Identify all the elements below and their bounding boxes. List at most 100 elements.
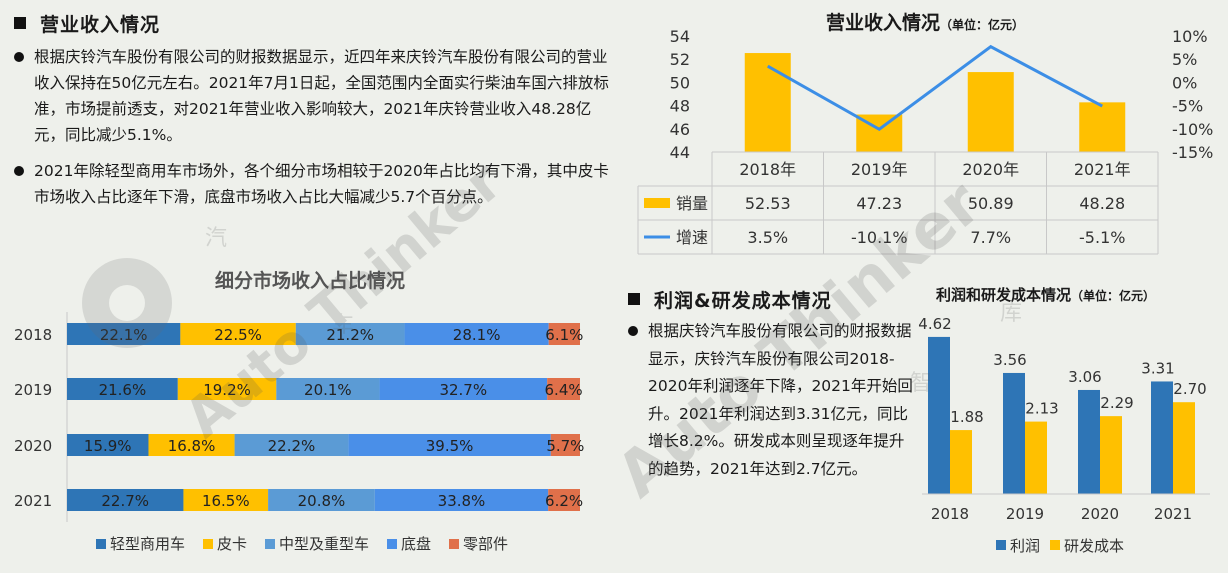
bullet-dot-icon bbox=[628, 326, 638, 336]
revenue-y-tick: 52 bbox=[670, 50, 690, 69]
revenue-y2-tick: -15% bbox=[1172, 143, 1213, 162]
segment-legend-label: 底盘 bbox=[401, 535, 431, 553]
profit-bar bbox=[1173, 402, 1195, 494]
segment-data-label: 6.2% bbox=[545, 492, 583, 510]
revenue-value-cell: 50.89 bbox=[968, 194, 1014, 213]
revenue-chart-title: 营业收入情况（单位：亿元） bbox=[826, 8, 1024, 35]
revenue-value-cell: 52.53 bbox=[745, 194, 791, 213]
segment-bar bbox=[67, 434, 149, 456]
bullet-dot-icon bbox=[14, 166, 24, 176]
segment-legend-swatch bbox=[449, 539, 459, 549]
profit-legend-swatch bbox=[996, 540, 1006, 550]
profit-legend-label: 研发成本 bbox=[1064, 537, 1124, 555]
profit-chart-title-text: 利润和研发成本情况 bbox=[936, 286, 1072, 304]
segment-bar bbox=[148, 434, 235, 456]
segment-legend-label: 零部件 bbox=[463, 535, 508, 553]
segment-bar bbox=[550, 434, 580, 456]
revenue-category-label: 2019年 bbox=[851, 160, 908, 179]
segment-bar bbox=[295, 323, 405, 345]
revenue-growth-cell: -5.1% bbox=[1079, 228, 1125, 247]
revenue-value-cell: 48.28 bbox=[1079, 194, 1125, 213]
segment-data-label: 32.7% bbox=[439, 381, 487, 399]
segment-data-label: 22.7% bbox=[101, 492, 149, 510]
segment-bar bbox=[379, 378, 548, 400]
segment-legend-label: 轻型商用车 bbox=[110, 535, 185, 553]
profit-bar bbox=[1151, 381, 1173, 494]
segment-data-label: 22.5% bbox=[214, 326, 262, 344]
segment-data-label: 19.2% bbox=[203, 381, 251, 399]
segment-bar bbox=[268, 489, 375, 511]
segment-legend-label: 中型及重型车 bbox=[279, 535, 369, 553]
revenue-bar bbox=[1079, 102, 1126, 152]
revenue-y-tick: 54 bbox=[670, 30, 690, 46]
segment-category-label: 2018 bbox=[14, 326, 52, 344]
segment-bar bbox=[67, 323, 181, 345]
segment-legend-swatch bbox=[387, 539, 397, 549]
profit-category-label: 2021 bbox=[1154, 505, 1192, 523]
segment-data-label: 5.7% bbox=[546, 437, 584, 455]
profit-bullet-text: 根据庆铃汽车股份有限公司的财报数据显示，庆铃汽车股份有限公司2018-2020年… bbox=[648, 322, 913, 478]
segment-data-label: 39.5% bbox=[426, 437, 474, 455]
profit-data-label: 2.29 bbox=[1100, 394, 1133, 412]
square-bullet-icon bbox=[628, 293, 640, 305]
revenue-y2-tick: 10% bbox=[1172, 30, 1208, 46]
profit-data-label: 3.56 bbox=[993, 351, 1026, 369]
profit-data-label: 3.31 bbox=[1141, 359, 1174, 377]
segment-data-label: 21.2% bbox=[326, 326, 374, 344]
segment-bar bbox=[177, 378, 277, 400]
section-revenue-text: 根据庆铃汽车股份有限公司的财报数据显示，近四年来庆铃汽车股份有限公司的营业收入保… bbox=[14, 44, 610, 210]
segment-data-label: 28.1% bbox=[453, 326, 501, 344]
segment-category-label: 2020 bbox=[14, 437, 52, 455]
profit-category-label: 2019 bbox=[1006, 505, 1044, 523]
revenue-chart-title-text: 营业收入情况 bbox=[826, 12, 941, 34]
profit-rd-chart: 4.62 1.88 3.56 2.13 3.06 2.29 3.31 2.70 2018 201… bbox=[918, 315, 1210, 555]
revenue-growth-line bbox=[767, 44, 1103, 132]
segment-category-label: 2021 bbox=[14, 492, 52, 510]
segment-bar bbox=[234, 434, 349, 456]
profit-data-label: 2.70 bbox=[1173, 380, 1206, 398]
section-profit-heading-text: 利润&研发成本情况 bbox=[654, 290, 832, 312]
section-revenue-heading-text: 营业收入情况 bbox=[40, 14, 161, 36]
revenue-y2-tick: 0% bbox=[1172, 73, 1197, 92]
revenue-y-tick: 44 bbox=[670, 143, 690, 162]
revenue-growth-cell: 7.7% bbox=[970, 228, 1011, 247]
segment-data-label: 20.8% bbox=[298, 492, 346, 510]
profit-category-label: 2018 bbox=[931, 505, 969, 523]
segment-data-label: 6.1% bbox=[545, 326, 583, 344]
segment-share-chart: 细分市场收入占比情况 2018 2019 2020 2021 22.1% 22.5% 21… bbox=[14, 269, 584, 553]
segment-data-label: 6.4% bbox=[545, 381, 583, 399]
revenue-bar bbox=[744, 53, 791, 152]
revenue-growth-cell: -10.1% bbox=[851, 228, 908, 247]
bullet-dot-icon bbox=[14, 52, 24, 62]
profit-bar bbox=[1078, 389, 1100, 494]
section-profit-heading: 利润&研发成本情况 bbox=[628, 286, 832, 313]
segment-data-label: 16.8% bbox=[168, 437, 216, 455]
profit-bar bbox=[928, 336, 950, 494]
segment-bar bbox=[404, 323, 549, 345]
revenue-y-tick: 48 bbox=[670, 97, 690, 116]
revenue-bullet-2: 2021年除轻型商用车市场外，各个细分市场相较于2020年占比均有下滑，其中皮卡… bbox=[14, 158, 610, 210]
revenue-bullet-1-text: 根据庆铃汽车股份有限公司的财报数据显示，近四年来庆铃汽车股份有限公司的营业收入保… bbox=[34, 48, 609, 144]
segment-bar bbox=[67, 378, 178, 400]
profit-bar bbox=[950, 430, 972, 494]
segment-legend-swatch bbox=[265, 539, 275, 549]
profit-chart-unit: （单位：亿元） bbox=[1071, 289, 1156, 303]
revenue-y2-tick: 5% bbox=[1172, 50, 1197, 69]
revenue-y-tick: 50 bbox=[670, 73, 690, 92]
segment-bar bbox=[547, 378, 580, 400]
section-profit-text: 根据庆铃汽车股份有限公司的财报数据显示，庆铃汽车股份有限公司2018-2020年… bbox=[628, 318, 914, 483]
revenue-bar bbox=[967, 72, 1014, 152]
segment-data-label: 22.1% bbox=[100, 326, 148, 344]
revenue-legend-label: 增速 bbox=[676, 228, 708, 247]
profit-data-label: 2.13 bbox=[1025, 400, 1058, 418]
revenue-y2-tick: -5% bbox=[1172, 97, 1203, 116]
revenue-y-tick: 46 bbox=[670, 120, 690, 139]
segment-legend-swatch bbox=[203, 539, 213, 549]
profit-category-label: 2020 bbox=[1081, 505, 1119, 523]
profit-data-label: 3.06 bbox=[1068, 368, 1101, 386]
revenue-category-label: 2018年 bbox=[739, 160, 796, 179]
profit-legend-label: 利润 bbox=[1010, 537, 1040, 555]
profit-bar bbox=[1025, 421, 1047, 494]
segment-bar bbox=[548, 489, 580, 511]
segment-bar bbox=[548, 323, 580, 345]
